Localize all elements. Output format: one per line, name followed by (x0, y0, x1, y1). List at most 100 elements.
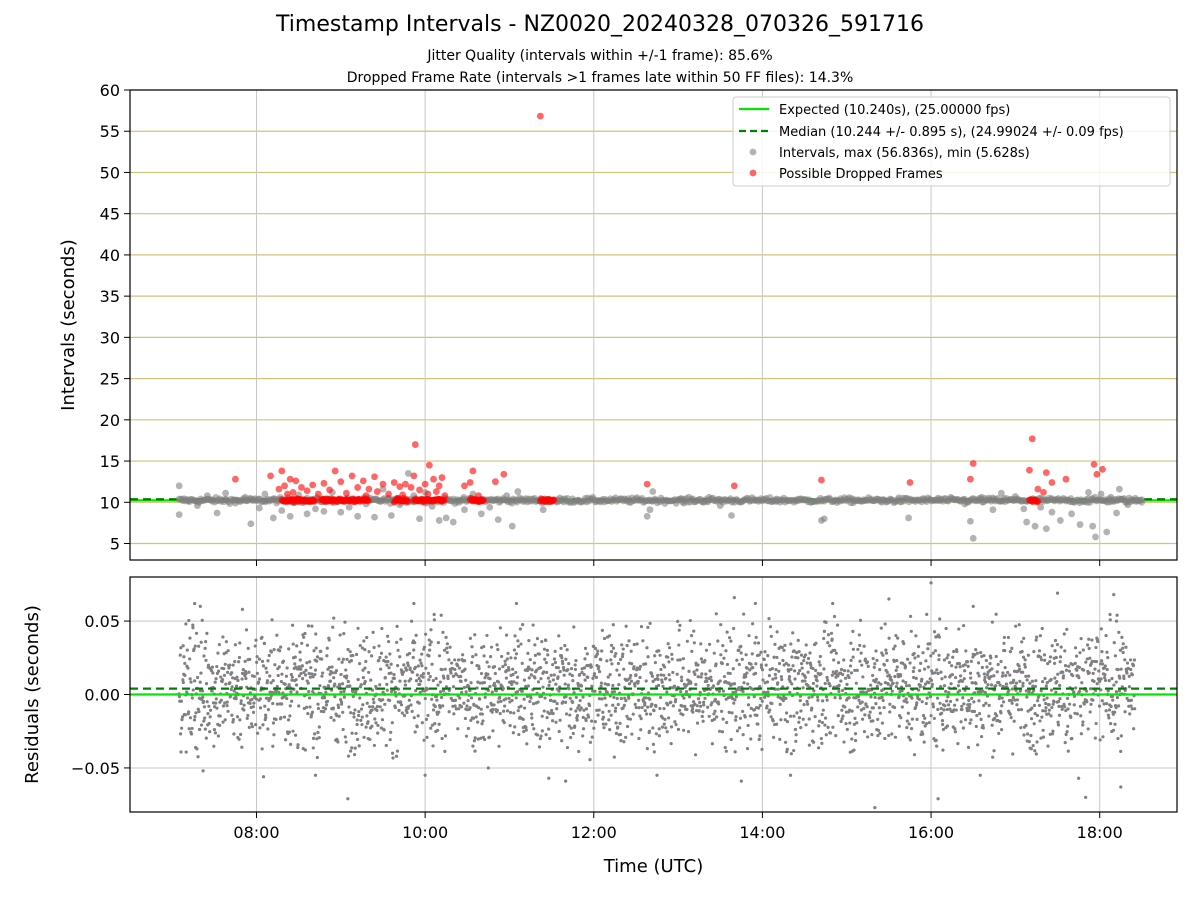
residual-point (180, 715, 185, 719)
residual-point (528, 658, 532, 662)
residual-point (951, 655, 955, 659)
residual-point (547, 683, 551, 688)
residual-point (547, 776, 551, 780)
residual-point (946, 703, 951, 707)
residual-point (1011, 695, 1015, 700)
residual-point (706, 705, 710, 709)
residual-point (361, 703, 365, 707)
residual-point (1033, 684, 1038, 688)
residual-point (945, 724, 950, 728)
residual-point (344, 740, 348, 744)
residual-point (216, 669, 221, 673)
residual-point (190, 696, 194, 700)
residual-point (1075, 668, 1079, 672)
residual-point (999, 659, 1003, 664)
residual-point (261, 664, 266, 668)
residual-point (285, 666, 289, 670)
residual-point (916, 654, 920, 658)
residual-point (982, 672, 986, 676)
residual-point (702, 700, 706, 704)
residual-point (596, 649, 600, 653)
residual-point (509, 656, 513, 660)
residual-point (645, 646, 649, 650)
residual-point (358, 696, 362, 700)
residual-point (741, 709, 745, 714)
residual-point (712, 651, 716, 655)
residual-point (614, 721, 618, 725)
residual-point (194, 631, 199, 635)
residual-point (290, 678, 294, 682)
residual-point (957, 627, 961, 631)
residual-point (1031, 684, 1035, 688)
residual-point (593, 720, 597, 724)
residual-point (179, 699, 183, 703)
residual-point (908, 614, 913, 618)
residual-point (627, 639, 631, 643)
residual-point (1081, 720, 1085, 724)
residual-point (505, 709, 510, 713)
residual-point (510, 682, 514, 686)
residual-point (789, 667, 793, 672)
residual-point (1018, 679, 1022, 683)
dropped-frame-point (1026, 466, 1033, 474)
residual-point (359, 707, 364, 711)
residual-point (1025, 678, 1029, 682)
dropped-frame-point (314, 490, 322, 498)
residual-point (774, 676, 778, 680)
residual-point (1064, 668, 1069, 672)
residual-point (1088, 710, 1092, 714)
residual-point (213, 680, 217, 684)
residual-point (231, 676, 235, 680)
residual-point (1068, 702, 1072, 706)
top-y-tick-label: 10 (100, 493, 120, 512)
residual-point (662, 722, 666, 726)
residual-point (442, 676, 446, 680)
residual-point (936, 707, 940, 712)
residual-point (445, 646, 449, 650)
residual-point (389, 671, 393, 675)
residual-point (777, 661, 782, 666)
residual-point (834, 734, 838, 738)
residual-point (468, 636, 472, 640)
residual-point (310, 710, 315, 714)
residual-point (620, 643, 624, 647)
interval-point (354, 512, 362, 520)
residual-point (198, 680, 202, 684)
residual-point (183, 713, 187, 717)
residual-point (842, 669, 847, 673)
residual-point (669, 725, 674, 729)
residual-point (916, 645, 921, 649)
residual-point (871, 656, 875, 661)
residual-point (818, 663, 822, 667)
residual-point (225, 700, 229, 704)
residual-point (376, 731, 380, 735)
residual-point (360, 715, 364, 719)
residual-point (493, 671, 497, 676)
residual-point (330, 671, 335, 675)
residual-point (696, 663, 700, 667)
residual-point (773, 642, 777, 647)
residual-point (712, 712, 716, 716)
residual-point (1077, 776, 1081, 780)
dropped-frame-point (441, 492, 449, 500)
residual-point (1047, 708, 1051, 712)
residual-point (693, 672, 697, 677)
residual-point (503, 659, 507, 663)
residual-point (246, 713, 250, 718)
residual-point (1102, 702, 1106, 706)
residual-point (879, 626, 883, 630)
interval-point (477, 510, 485, 518)
residual-point (652, 709, 656, 713)
interval-point (1076, 521, 1084, 528)
residual-point (590, 735, 594, 739)
residual-point (884, 651, 889, 655)
residual-point (302, 670, 306, 675)
residual-point (363, 647, 367, 652)
residual-point (428, 648, 432, 652)
residual-point (617, 673, 621, 677)
residual-point (892, 659, 896, 663)
residual-point (1105, 702, 1109, 706)
residual-point (1004, 674, 1008, 678)
residual-point (538, 737, 542, 741)
